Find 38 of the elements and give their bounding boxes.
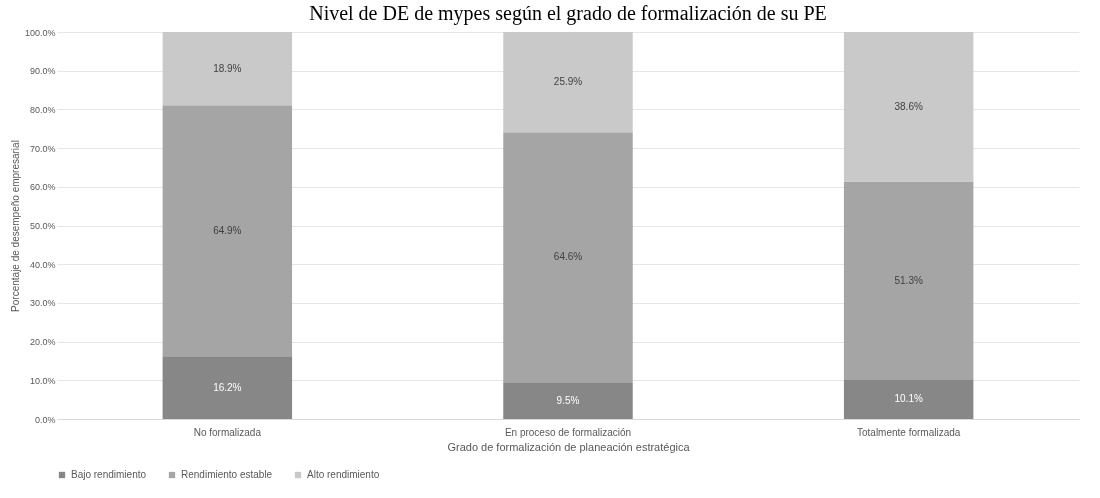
legend-label: Bajo rendimiento (71, 469, 147, 480)
data-label: 9.5% (556, 394, 580, 406)
x-tick-label: No formalizada (193, 426, 262, 438)
y-tick-label: 40.0% (29, 259, 56, 270)
bar (503, 32, 633, 133)
legend-label: Rendimiento estable (181, 469, 273, 480)
y-tick-label: 80.0% (29, 104, 56, 115)
legend-label: Alto rendimiento (307, 469, 380, 480)
data-label: 10.1% (894, 393, 923, 405)
y-tick-label: 70.0% (29, 143, 56, 154)
data-label: 16.2% (213, 381, 242, 393)
data-label: 38.6% (894, 100, 923, 112)
x-tick-label: Totalmente formalizada (856, 426, 961, 438)
bar (503, 382, 633, 419)
y-tick-label: 0.0% (34, 414, 56, 425)
y-tick-label: 60.0% (29, 182, 56, 193)
y-tick-label: 100.0% (24, 27, 56, 38)
y-tick-label: 20.0% (29, 337, 56, 348)
y-axis-title: Porcentaje de desempeño empresarial (9, 140, 21, 312)
x-tick-label: En proceso de formalización (504, 426, 632, 438)
bar (503, 132, 633, 383)
x-axis-title: Grado de formalización de planeación estratégica (447, 440, 691, 453)
y-tick-label: 30.0% (29, 298, 56, 309)
data-label: 51.3% (894, 274, 923, 286)
data-label: 18.9% (213, 62, 242, 74)
bar (843, 181, 974, 380)
data-label: 25.9% (553, 76, 583, 88)
y-tick-label: 90.0% (29, 66, 56, 77)
y-tick-label: 50.0% (29, 221, 56, 231)
bar (162, 105, 293, 357)
data-label: 64.9% (213, 224, 242, 236)
bar (162, 356, 293, 419)
bar (843, 379, 974, 419)
bar (843, 32, 974, 182)
bar (162, 32, 293, 106)
chart-title: Nivel de DE de mypes según el grado de formalización de su PE (309, 2, 827, 25)
y-tick-label: 10.0% (29, 375, 56, 386)
data-label: 64.6% (553, 251, 583, 263)
